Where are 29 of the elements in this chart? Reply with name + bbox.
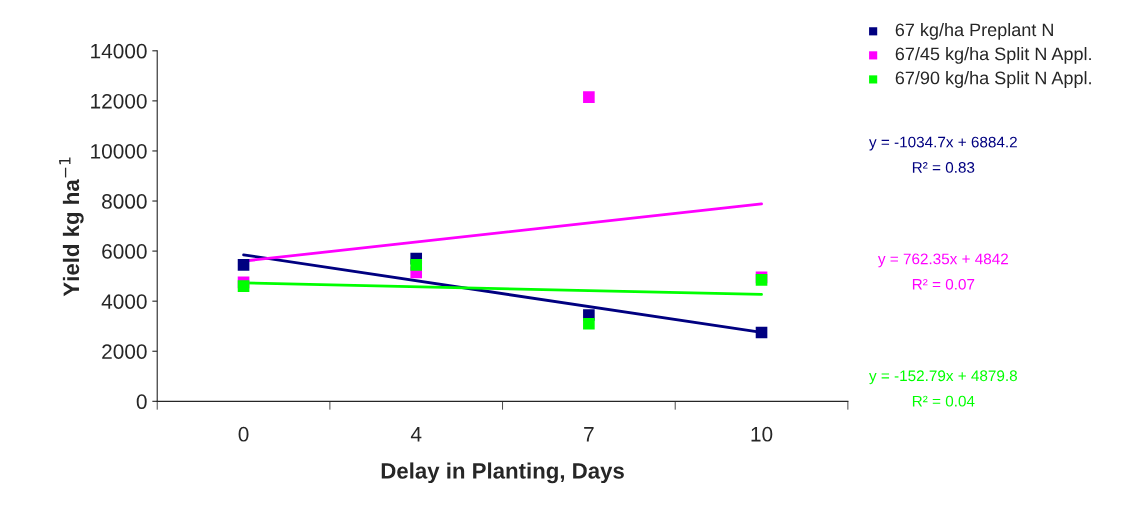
text: y = 762.35x + 4842 [877,253,1008,268]
y-axis-title: Yield kg ha$^{−1}$ [59,157,84,297]
y-tick-label: 10000 [91,143,147,159]
legend-label: 67/90 kg/ha Split N Appl. [895,71,1091,88]
point [237,280,250,292]
point [755,326,768,339]
text: R² = 0.04 [912,395,975,407]
text: y = -1034.7x + 6884.2 [869,136,1017,151]
y-tick-label: 14000 [91,43,147,59]
legend-label: 67/45 kg/ha Split N Appl. [895,47,1091,64]
x-tick-label: 7 [584,427,594,442]
text: R² = 0.83 [912,162,975,173]
y-tick-label: 12000 [91,93,147,109]
text: R² = 0.07 [912,278,975,290]
y-tick-label: 4000 [101,294,147,309]
y-tick-label: 8000 [102,194,147,209]
point [410,259,423,271]
y-tick-label: 2000 [102,344,147,359]
point [583,317,595,330]
point [237,259,250,271]
x-axis-title: Delay in Planting, Days [381,462,624,484]
x-tick-label: 4 [410,427,422,442]
text: y = -152.79x + 4879.8 [869,370,1017,385]
legend-label: 67 kg/ha Preplant N [895,22,1053,40]
x-tick-label: 0 [238,426,249,442]
x-tick-label: 10 [751,426,773,442]
point [583,91,595,103]
y-tick-label: 6000 [102,244,147,259]
y-tick-label: 0 [136,394,147,410]
